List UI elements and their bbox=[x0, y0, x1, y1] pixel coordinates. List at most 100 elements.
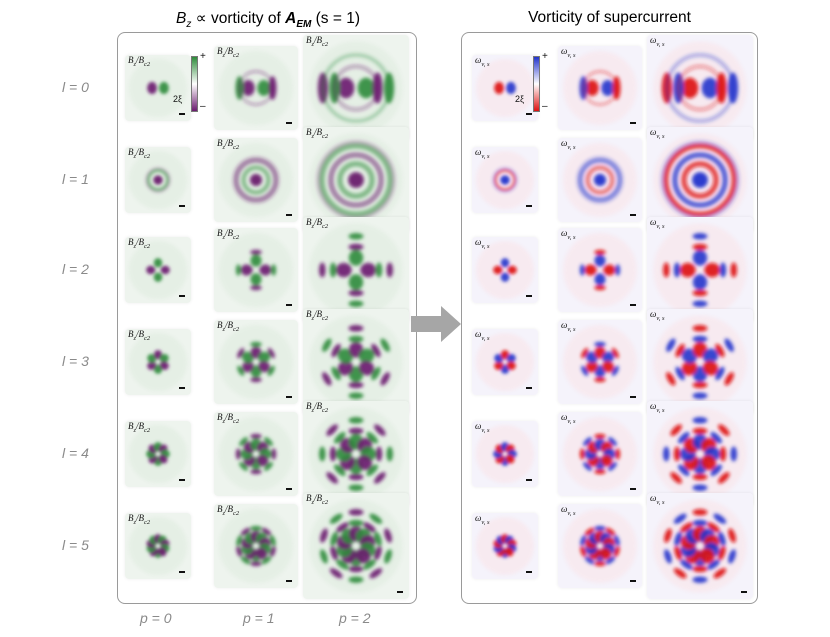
field-pattern bbox=[647, 401, 753, 507]
field-pattern bbox=[125, 329, 191, 395]
bz-field-map: Bz/Bc2 bbox=[214, 46, 298, 130]
field-pattern bbox=[647, 217, 753, 323]
scale-bar bbox=[630, 122, 636, 124]
col-label-p1: p = 1 bbox=[243, 610, 275, 626]
field-pattern bbox=[303, 127, 409, 233]
bz-field-map: Bz/Bc2 bbox=[125, 147, 191, 213]
right-panel-title: Vorticity of supercurrent bbox=[528, 9, 691, 26]
field-pattern bbox=[472, 329, 538, 395]
scale-bar bbox=[179, 387, 185, 389]
scale-bar bbox=[179, 295, 185, 297]
tile-label: ωv, s bbox=[561, 138, 576, 151]
scale-bar bbox=[397, 591, 403, 593]
scale-bar bbox=[630, 580, 636, 582]
tile-label: Bz/Bc2 bbox=[217, 504, 240, 517]
field-pattern bbox=[214, 320, 298, 404]
field-pattern bbox=[558, 412, 642, 496]
field-pattern bbox=[472, 147, 538, 213]
tile-label: ωv, s bbox=[561, 46, 576, 59]
tile-label: Bz/Bc2 bbox=[306, 493, 329, 506]
field-pattern bbox=[558, 138, 642, 222]
tile-label: Bz/Bc2 bbox=[217, 138, 240, 151]
bz-field-map: Bz/Bc2 bbox=[125, 513, 191, 579]
field-pattern bbox=[303, 493, 409, 599]
coherence-length-label: 2ξ bbox=[515, 94, 525, 104]
vorticity-map: ωv, s bbox=[647, 309, 753, 415]
bz-field-map: Bz/Bc2 bbox=[214, 228, 298, 312]
vorticity-map: ωv, s bbox=[558, 504, 642, 588]
field-pattern bbox=[558, 46, 642, 130]
field-pattern bbox=[647, 309, 753, 415]
colorbar-plus-label: + bbox=[542, 51, 548, 62]
field-pattern bbox=[125, 421, 191, 487]
title-b-var: B bbox=[176, 10, 187, 27]
row-label-l3: l = 3 bbox=[62, 353, 89, 369]
tile-label: ωv, s bbox=[475, 513, 490, 526]
scale-bar bbox=[526, 205, 532, 207]
vorticity-map: ωv, s bbox=[558, 412, 642, 496]
tile-label: ωv, s bbox=[650, 217, 665, 230]
tile-label: Bz/Bc2 bbox=[217, 412, 240, 425]
field-pattern bbox=[558, 320, 642, 404]
field-pattern bbox=[214, 138, 298, 222]
scale-bar bbox=[526, 113, 532, 115]
bz-field-map: Bz/Bc2 bbox=[214, 320, 298, 404]
field-pattern bbox=[214, 412, 298, 496]
scale-bar bbox=[179, 205, 185, 207]
scale-bar bbox=[286, 580, 292, 582]
bz-field-map: Bz/Bc2 bbox=[125, 55, 191, 121]
field-pattern bbox=[647, 35, 753, 141]
tile-label: Bz/Bc2 bbox=[306, 217, 329, 230]
bz-field-map: Bz/Bc2 bbox=[214, 138, 298, 222]
bz-colorbar bbox=[191, 56, 198, 112]
scale-bar bbox=[526, 571, 532, 573]
bz-field-map: Bz/Bc2 bbox=[214, 412, 298, 496]
tile-label: Bz/Bc2 bbox=[128, 147, 151, 160]
bz-field-map: Bz/Bc2 bbox=[125, 421, 191, 487]
vorticity-map: ωv, s bbox=[472, 329, 538, 395]
vorticity-map: ωv, s bbox=[472, 55, 538, 121]
arrow-shape bbox=[411, 306, 461, 342]
scale-bar bbox=[286, 488, 292, 490]
field-pattern bbox=[214, 46, 298, 130]
scale-bar bbox=[286, 304, 292, 306]
row-label-l1: l = 1 bbox=[62, 171, 89, 187]
field-pattern bbox=[647, 127, 753, 233]
vorticity-map: ωv, s bbox=[647, 35, 753, 141]
bz-field-map: Bz/Bc2 bbox=[303, 35, 409, 141]
tile-label: ωv, s bbox=[561, 504, 576, 517]
vorticity-map: ωv, s bbox=[472, 513, 538, 579]
colorbar-minus-label: – bbox=[542, 101, 548, 112]
bz-field-map: Bz/Bc2 bbox=[303, 493, 409, 599]
field-pattern bbox=[472, 513, 538, 579]
scale-bar bbox=[526, 387, 532, 389]
bz-field-map: Bz/Bc2 bbox=[303, 217, 409, 323]
tile-label: ωv, s bbox=[475, 421, 490, 434]
field-pattern bbox=[303, 309, 409, 415]
tile-label: Bz/Bc2 bbox=[306, 127, 329, 140]
colorbar-plus-label: + bbox=[200, 51, 206, 62]
row-label-l4: l = 4 bbox=[62, 445, 89, 461]
colorbar-minus-label: – bbox=[200, 101, 206, 112]
bz-field-map: Bz/Bc2 bbox=[303, 127, 409, 233]
row-label-l5: l = 5 bbox=[62, 537, 89, 553]
scale-bar bbox=[526, 295, 532, 297]
field-pattern bbox=[125, 513, 191, 579]
field-pattern bbox=[647, 493, 753, 599]
scale-bar bbox=[179, 571, 185, 573]
vorticity-map: ωv, s bbox=[472, 421, 538, 487]
field-pattern bbox=[303, 217, 409, 323]
scale-bar bbox=[179, 479, 185, 481]
scale-bar bbox=[630, 214, 636, 216]
tile-label: Bz/Bc2 bbox=[217, 46, 240, 59]
vorticity-map: ωv, s bbox=[558, 228, 642, 312]
vorticity-map: ωv, s bbox=[558, 320, 642, 404]
scale-bar bbox=[286, 396, 292, 398]
tile-label: Bz/Bc2 bbox=[217, 228, 240, 241]
field-pattern bbox=[472, 55, 538, 121]
coherence-length-label: 2ξ bbox=[173, 94, 183, 104]
row-label-l0: l = 0 bbox=[62, 79, 89, 95]
vorticity-map: ωv, s bbox=[647, 217, 753, 323]
tile-label: ωv, s bbox=[561, 228, 576, 241]
vorticity-map: ωv, s bbox=[472, 237, 538, 303]
